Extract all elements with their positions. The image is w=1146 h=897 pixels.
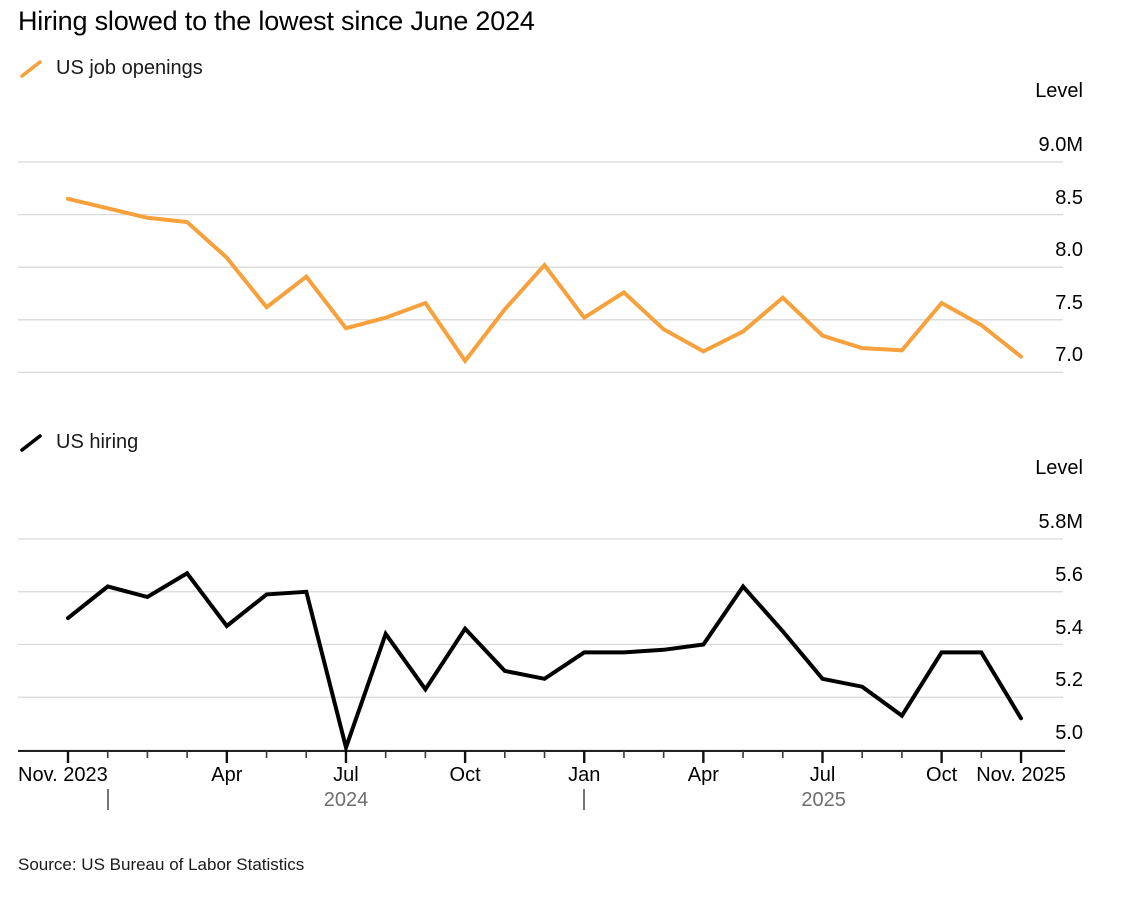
- y-tick-label: 5.4: [1055, 616, 1083, 639]
- x-tick-label: Jul: [333, 764, 359, 786]
- y-tick-label: 5.6: [1055, 563, 1083, 586]
- x-tick-label: Jan: [568, 764, 601, 786]
- black-slash-line: [20, 433, 42, 452]
- x-tick-label: Nov. 2023: [18, 764, 108, 786]
- y-tick-label: 9.0M: [1038, 134, 1083, 156]
- y-tick-label: 5.8M: [1038, 511, 1083, 533]
- y-tick-label: 5.0: [1055, 722, 1083, 744]
- y-tick-label: 7.5: [1055, 291, 1083, 314]
- y-tick-label: 8.5: [1055, 186, 1083, 209]
- legend-job-openings-label: US job openings: [56, 57, 203, 79]
- y-tick-label: 8.0: [1055, 239, 1083, 262]
- x-tick-label: Apr: [687, 764, 719, 786]
- x-tick-label: Nov. 2025: [976, 764, 1066, 786]
- x-tick-label: Oct: [449, 764, 481, 786]
- black-slash-icon: [20, 433, 42, 452]
- y-tick-label: 5.2: [1055, 669, 1083, 692]
- job-openings-line[interactable]: [66, 196, 1023, 365]
- source-attribution: Source: US Bureau of Labor Statistics: [18, 855, 305, 874]
- x-tick-label: Apr: [211, 764, 243, 786]
- y-tick-label: 7.0: [1055, 344, 1083, 367]
- y-axis-header: Level: [1035, 80, 1083, 102]
- chart-title: Hiring slowed to the lowest since June 2…: [18, 6, 535, 36]
- hiring-line[interactable]: [66, 570, 1023, 755]
- orange-slash-icon: [20, 59, 42, 78]
- year-label: 2025: [801, 789, 846, 811]
- year-separator: [106, 789, 109, 810]
- y-axis-header: Level: [1035, 457, 1083, 479]
- legend-job-openings: US job openings: [18, 57, 203, 80]
- legend-hiring-label: US hiring: [56, 431, 139, 453]
- year-separator: [583, 789, 586, 810]
- year-label: 2024: [323, 789, 369, 811]
- x-tick-label: Oct: [926, 764, 958, 786]
- legend-hiring: US hiring: [18, 431, 138, 454]
- x-tick-label: Jul: [809, 764, 836, 786]
- orange-slash-line: [20, 59, 42, 78]
